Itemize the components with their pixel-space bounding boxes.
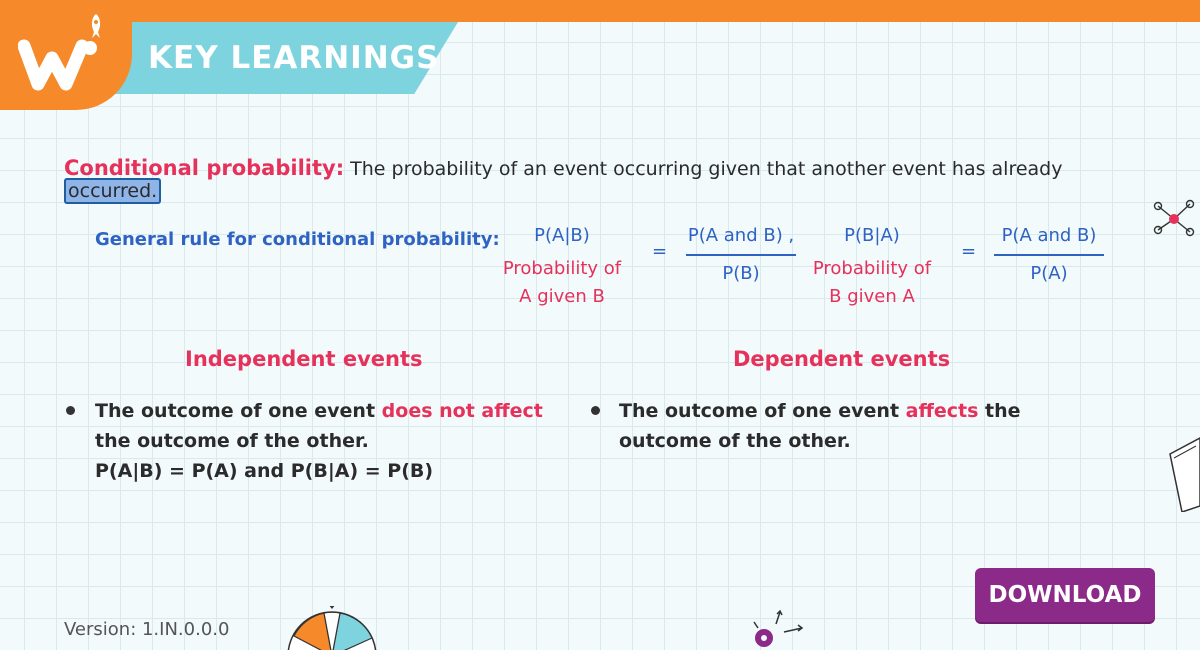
definition-text: The probability of an event occurring gi… (344, 158, 1063, 180)
logo-w-icon (18, 39, 97, 91)
independent-formula: P(A|B) = P(A) and P(B|A) = P(B) (95, 460, 434, 482)
rule-right-symbol: P(B|A) (844, 225, 900, 246)
dependent-bullet (591, 406, 600, 415)
top-orange-bar (0, 0, 1200, 22)
download-button[interactable]: DOWNLOAD (975, 568, 1155, 622)
rule-left-denominator: P(B) (722, 263, 760, 284)
definition-line: Conditional probability: The probability… (64, 156, 1164, 204)
spinner-wheel-icon (287, 606, 377, 650)
rule-right-caption-2: B given A (829, 286, 915, 307)
gear-arrows-icon (753, 609, 804, 647)
notebook-doodle-icon (1169, 437, 1200, 512)
definition-highlight[interactable]: occurred. (64, 178, 162, 204)
rule-left-symbol: P(A|B) (534, 225, 590, 246)
rule-label: General rule for conditional probability… (95, 229, 500, 250)
rule-left-caption-1: Probability of (502, 258, 622, 279)
rule-left-numerator: P(A and B) , (687, 225, 795, 246)
version-text: Version: 1.IN.0.0.0 (64, 619, 230, 640)
independent-bullet (66, 406, 75, 415)
rule-right-numerator: P(A and B) (1001, 225, 1097, 246)
network-doodle-icon (1153, 199, 1195, 237)
rule-left-caption-2: A given B (519, 286, 605, 307)
dependent-text-line2: outcome of the other. (619, 430, 851, 452)
rule-right-equals: = (961, 241, 977, 262)
independent-text-line2: the outcome of the other. (95, 430, 369, 452)
page-title: KEY LEARNINGS (148, 40, 440, 76)
independent-text-line1: The outcome of one event does not affect (95, 400, 543, 422)
rule-left-fraction-line (686, 254, 796, 256)
rule-right-caption-1: Probability of (812, 258, 932, 279)
rule-right-denominator: P(A) (1030, 263, 1068, 284)
definition-term: Conditional probability: (64, 156, 345, 180)
rule-left-equals: = (652, 241, 668, 262)
logo-badge[interactable] (0, 0, 132, 110)
rocket-icon (91, 14, 101, 38)
independent-heading: Independent events (185, 347, 423, 371)
dependent-heading: Dependent events (733, 347, 951, 371)
dependent-text-line1: The outcome of one event affects the (619, 400, 1021, 422)
rule-right-fraction-line (994, 254, 1104, 256)
